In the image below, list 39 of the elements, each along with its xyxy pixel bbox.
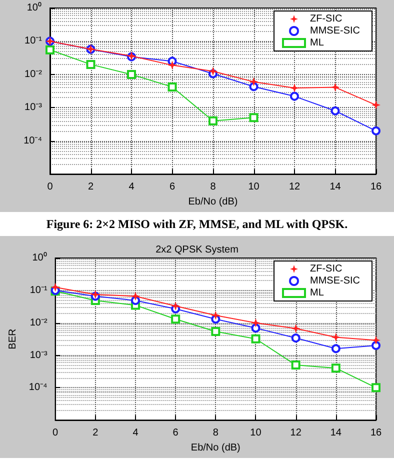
legend-label: ML [310,38,324,48]
x-tick-label: 2 [92,428,99,439]
x-tick-label: 16 [370,428,382,439]
y-tick-label: 10⁰ [32,252,48,264]
x-tick-label: 0 [52,428,59,439]
caption: Figure 6: 2×2 MISO with ZF, MMSE, and ML with QPSK. [45,216,349,233]
y-axis-title: BER [8,328,18,350]
x-tick-label: 12 [288,182,300,193]
x-tick-label: 14 [330,428,342,439]
x-tick-label: 6 [169,182,176,193]
x-tick-label: 4 [132,428,139,439]
y-tick-label: 10⁰ [26,2,42,14]
x-tick-label: 16 [370,182,382,193]
x-tick-label: 0 [47,182,54,193]
y-tick-label: 10⁻¹ [24,36,43,47]
chart-title: 2x2 QPSK System [156,244,238,256]
y-tick-label: 10⁻² [24,68,43,80]
x-axis-title: Eb/No (dB) [190,442,240,454]
legend-label: MMSE-SIC [310,276,360,286]
x-tick-label: 10 [250,428,262,439]
y-tick-label: 10⁻² [30,317,48,328]
x-tick-label: 10 [248,182,260,193]
legend-label: MMSE-SIC [310,26,360,36]
legend-label: ZF-SIC [310,14,342,24]
legend-label: ML [310,288,324,298]
x-tick-label: 2 [88,182,94,193]
x-tick-label: 8 [212,428,219,439]
x-tick-label: 8 [210,182,216,193]
y-tick-label: 10⁻³ [24,102,43,114]
x-axis-title: Eb/No (dB) [188,196,238,208]
y-tick-label: 10⁻¹ [30,284,48,296]
y-tick-label: 10⁻⁴ [24,135,42,146]
y-tick-label: 10⁻⁴ [28,382,48,394]
legend-label: ZF-SIC [310,264,342,274]
y-tick-label: 10⁻³ [30,350,48,361]
x-tick-label: 6 [172,428,179,439]
x-tick-label: 4 [128,182,135,193]
x-tick-label: 12 [290,428,302,439]
x-tick-label: 14 [330,182,342,193]
